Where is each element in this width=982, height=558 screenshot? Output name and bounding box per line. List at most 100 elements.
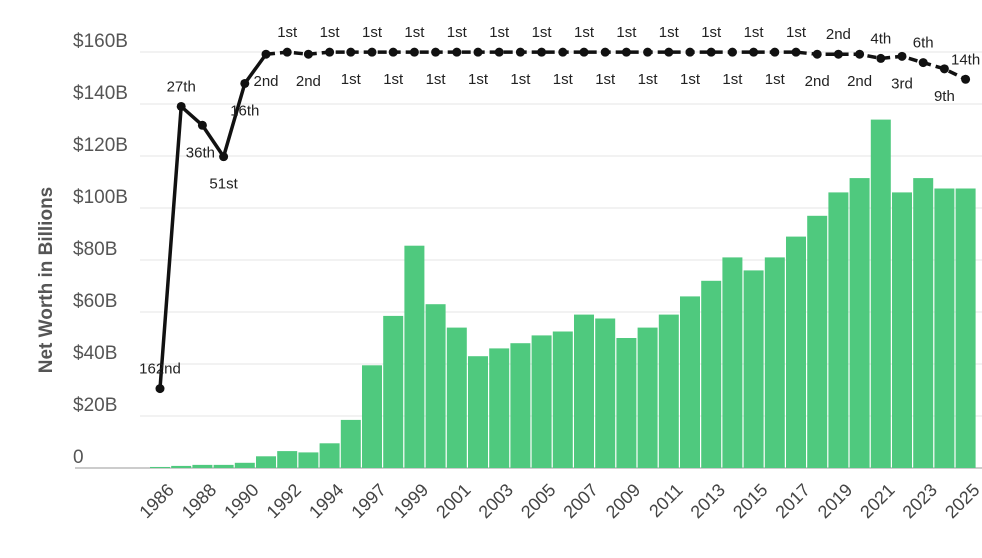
- bar: [574, 314, 594, 468]
- rank-label: 36th: [186, 144, 215, 161]
- bar: [870, 119, 891, 468]
- rank-point: [515, 47, 525, 57]
- bar: [658, 314, 679, 468]
- rank-point: [431, 47, 441, 57]
- rank-label: 1st: [786, 24, 807, 41]
- bar: [849, 178, 870, 468]
- rank-label: 1st: [532, 24, 553, 41]
- bar: [616, 338, 637, 468]
- rank-point: [346, 47, 356, 57]
- rank-label: 1st: [659, 24, 680, 41]
- rank-label: 1st: [744, 24, 765, 41]
- rank-point: [812, 49, 822, 59]
- rank-label: 2nd: [826, 26, 851, 43]
- bar: [256, 456, 276, 468]
- x-tick-label: 2005: [517, 480, 559, 522]
- x-tick-label: 2003: [475, 480, 517, 522]
- x-tick-label: 2007: [559, 480, 601, 522]
- rank-label: 2nd: [847, 73, 872, 90]
- rank-point: [833, 49, 843, 59]
- bar: [807, 215, 828, 468]
- rank-point: [325, 47, 335, 57]
- bar: [828, 192, 849, 468]
- x-tick-label: 1986: [135, 480, 177, 522]
- rank-point: [685, 47, 695, 57]
- bar: [934, 188, 955, 468]
- bar: [510, 343, 531, 468]
- rank-point: [621, 47, 631, 57]
- bar: [786, 236, 806, 468]
- bar: [362, 365, 382, 468]
- bar: [892, 192, 912, 468]
- bar: [192, 464, 213, 468]
- rank-point: [600, 47, 610, 57]
- rank-label: 1st: [447, 24, 468, 41]
- y-tick-label: $160B: [73, 31, 128, 52]
- rank-label: 6th: [913, 35, 934, 52]
- bar: [171, 465, 192, 468]
- y-tick-label: $100B: [73, 187, 128, 208]
- rank-point: [367, 47, 377, 57]
- rank-point: [388, 47, 398, 57]
- rank-point: [791, 47, 801, 57]
- bar: [446, 327, 467, 468]
- rank-point: [961, 74, 971, 84]
- x-tick-label: 2009: [602, 480, 644, 522]
- rank-label: 1st: [574, 24, 595, 41]
- rank-label: 1st: [468, 71, 489, 88]
- x-tick-label: 1997: [347, 480, 389, 522]
- rank-point: [706, 47, 716, 57]
- rank-label: 1st: [765, 71, 786, 88]
- rank-point: [770, 47, 780, 57]
- bar: [383, 315, 404, 468]
- rank-line: [158, 53, 268, 389]
- rank-point: [409, 47, 419, 57]
- x-tick-label: 2021: [856, 480, 898, 522]
- x-tick-label: 1994: [305, 480, 347, 522]
- rank-label: 1st: [404, 24, 425, 41]
- x-tick-label: 2011: [645, 480, 687, 522]
- rank-label: 1st: [320, 24, 341, 41]
- x-tick-label: 2019: [814, 480, 856, 522]
- rank-label: 27th: [167, 78, 196, 95]
- y-tick-label: $60B: [73, 291, 117, 312]
- rank-point: [155, 384, 165, 394]
- x-tick-label: 2001: [432, 480, 474, 522]
- x-tick-label: 1992: [263, 480, 305, 522]
- bar: [340, 419, 361, 468]
- rank-point: [897, 51, 907, 61]
- rank-label: 1st: [362, 24, 383, 41]
- x-tick-label: 2025: [941, 480, 982, 522]
- rank-point: [176, 101, 186, 111]
- x-tick-label: 2015: [729, 480, 771, 522]
- rank-label: 1st: [638, 71, 659, 88]
- bar: [701, 280, 722, 468]
- rank-point: [282, 47, 292, 57]
- bar: [595, 318, 616, 468]
- rank-label: 1st: [489, 24, 510, 41]
- rank-point: [664, 47, 674, 57]
- bar: [468, 356, 488, 468]
- rank-point: [918, 58, 928, 68]
- rank-label: 1st: [510, 71, 531, 88]
- y-tick-label: $80B: [73, 239, 117, 260]
- rank-line: [265, 50, 967, 81]
- rank-point: [537, 47, 547, 57]
- rank-label: 1st: [680, 71, 701, 88]
- bar: [552, 331, 573, 468]
- rank-point: [643, 47, 653, 57]
- bar: [955, 188, 976, 468]
- rank-label: 16th: [230, 102, 259, 119]
- rank-label: 1st: [426, 71, 447, 88]
- bar: [277, 451, 298, 468]
- rank-point: [261, 49, 271, 59]
- x-tick-label: 2017: [771, 480, 813, 522]
- x-tick-label: 1988: [178, 480, 220, 522]
- y-tick-label: $40B: [73, 343, 117, 364]
- x-tick-label: 1999: [390, 480, 432, 522]
- rank-label: 4th: [870, 30, 891, 47]
- rank-point: [494, 47, 504, 57]
- bar: [489, 348, 510, 468]
- y-tick-label: $120B: [73, 135, 128, 156]
